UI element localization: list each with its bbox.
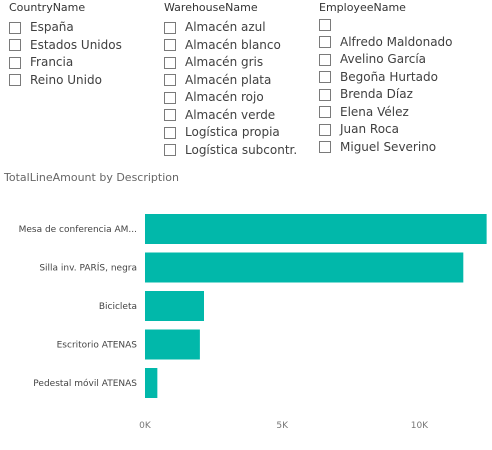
employee-slicer-item-label: Brenda Díaz: [340, 87, 413, 102]
x-tick-label: 0K: [139, 421, 152, 431]
employee-slicer-item-label: Juan Roca: [340, 122, 400, 137]
x-tick-label: 5K: [276, 421, 289, 431]
warehouse-slicer-item[interactable]: Almacén verde: [164, 107, 314, 125]
warehouse-slicer-item[interactable]: Logística propia: [164, 124, 314, 142]
country-slicer-item-label: España: [30, 20, 74, 35]
bar[interactable]: [145, 329, 200, 360]
category-label: Silla inv. PARÍS, negra: [39, 262, 137, 274]
warehouse-slicer-item-label: Logística propia: [185, 125, 280, 140]
employee-slicer-item[interactable]: Alfredo Maldonado: [319, 34, 489, 52]
bar[interactable]: [145, 291, 204, 321]
warehouse-slicer-title: WarehouseName: [164, 1, 258, 14]
bar[interactable]: [145, 214, 487, 244]
checkbox[interactable]: [319, 88, 331, 101]
checkbox[interactable]: [164, 39, 176, 52]
warehouse-slicer-item-label: Almacén verde: [185, 107, 276, 122]
checkbox[interactable]: [164, 91, 176, 104]
warehouse-slicer-item[interactable]: Almacén plata: [164, 72, 314, 90]
checkbox[interactable]: [319, 106, 331, 119]
country-slicer-item-label: Reino Unido: [30, 72, 102, 87]
employee-slicer-title: EmployeeName: [319, 1, 406, 14]
employee-slicer-item-label: Avelino García: [340, 52, 427, 67]
category-label: Bicicleta: [99, 302, 137, 312]
checkbox[interactable]: [9, 74, 21, 87]
checkbox[interactable]: [319, 123, 331, 136]
warehouse-slicer-items: Almacén azul Almacén blanco Almacén gris Al…: [164, 19, 314, 159]
warehouse-slicer-item[interactable]: Logística subcontr.: [164, 142, 314, 160]
checkbox[interactable]: [164, 21, 176, 34]
employee-slicer-item[interactable]: Begoña Hurtado: [319, 69, 489, 87]
employee-slicer-item[interactable]: Avelino García: [319, 51, 489, 69]
warehouse-slicer-item[interactable]: Almacén rojo: [164, 89, 314, 107]
employee-slicer-items: Alfredo Maldonado Avelino García Begoña Hu…: [319, 16, 489, 156]
checkbox[interactable]: [9, 39, 21, 52]
checkbox[interactable]: [319, 36, 331, 49]
category-label: Escritorio ATENAS: [57, 341, 138, 351]
country-slicer-item[interactable]: España: [9, 19, 149, 37]
checkbox[interactable]: [164, 126, 176, 139]
checkbox[interactable]: [9, 21, 21, 34]
employee-slicer-item-label: Miguel Severino: [340, 139, 437, 154]
warehouse-slicer: WarehouseName Almacén azul Almacén blanco…: [164, 0, 314, 159]
employee-slicer-item[interactable]: Juan Roca: [319, 121, 489, 139]
warehouse-slicer-item[interactable]: Almacén gris: [164, 54, 314, 72]
warehouse-slicer-item-label: Almacén rojo: [185, 90, 264, 105]
checkbox[interactable]: [9, 56, 21, 69]
bar-chart: Mesa de conferencia AM... Silla inv. PARÍ…: [19, 214, 487, 431]
warehouse-slicer-item-label: Almacén plata: [185, 72, 272, 87]
checkbox[interactable]: [164, 56, 176, 69]
employee-slicer: EmployeeName Alfredo Maldonado Avelino Ga…: [319, 0, 489, 156]
employee-slicer-item[interactable]: Miguel Severino: [319, 139, 489, 157]
employee-slicer-item-label: Begoña Hurtado: [340, 69, 438, 84]
employee-slicer-item-label: Elena Vélez: [340, 104, 409, 119]
checkbox[interactable]: [319, 141, 331, 154]
employee-slicer-item[interactable]: Brenda Díaz: [319, 86, 489, 104]
checkbox[interactable]: [319, 53, 331, 66]
country-slicer-item-label: Estados Unidos: [30, 37, 122, 52]
category-label: Mesa de conferencia AM...: [19, 225, 137, 235]
warehouse-slicer-item-label: Almacén azul: [185, 20, 266, 35]
employee-slicer-item-label: Alfredo Maldonado: [340, 34, 453, 49]
checkbox[interactable]: [319, 18, 331, 31]
checkbox[interactable]: [164, 109, 176, 122]
bar[interactable]: [145, 252, 464, 283]
country-slicer-item[interactable]: Estados Unidos: [9, 37, 149, 55]
warehouse-slicer-item-label: Almacén gris: [185, 55, 264, 70]
warehouse-slicer-item[interactable]: Almacén blanco: [164, 37, 314, 55]
country-slicer-item[interactable]: Reino Unido: [9, 72, 149, 90]
employee-slicer-item[interactable]: [319, 16, 489, 34]
warehouse-slicer-item-label: Logística subcontr.: [185, 142, 298, 157]
country-slicer-title: CountryName: [9, 1, 86, 14]
warehouse-slicer-item-label: Almacén blanco: [185, 37, 281, 52]
country-slicer: CountryName España Estados Unidos Francia R…: [9, 0, 149, 89]
bar[interactable]: [145, 368, 158, 398]
country-slicer-item-label: Francia: [30, 55, 74, 70]
x-tick-label: 10K: [411, 421, 429, 431]
employee-slicer-item[interactable]: Elena Vélez: [319, 104, 489, 122]
warehouse-slicer-item[interactable]: Almacén azul: [164, 19, 314, 37]
country-slicer-item[interactable]: Francia: [9, 54, 149, 72]
checkbox[interactable]: [319, 71, 331, 84]
chart-title: TotalLineAmount by Description: [4, 171, 179, 184]
country-slicer-items: España Estados Unidos Francia Reino Unido: [9, 19, 149, 89]
category-label: Pedestal móvil ATENAS: [33, 378, 137, 389]
checkbox[interactable]: [164, 144, 176, 157]
checkbox[interactable]: [164, 74, 176, 87]
